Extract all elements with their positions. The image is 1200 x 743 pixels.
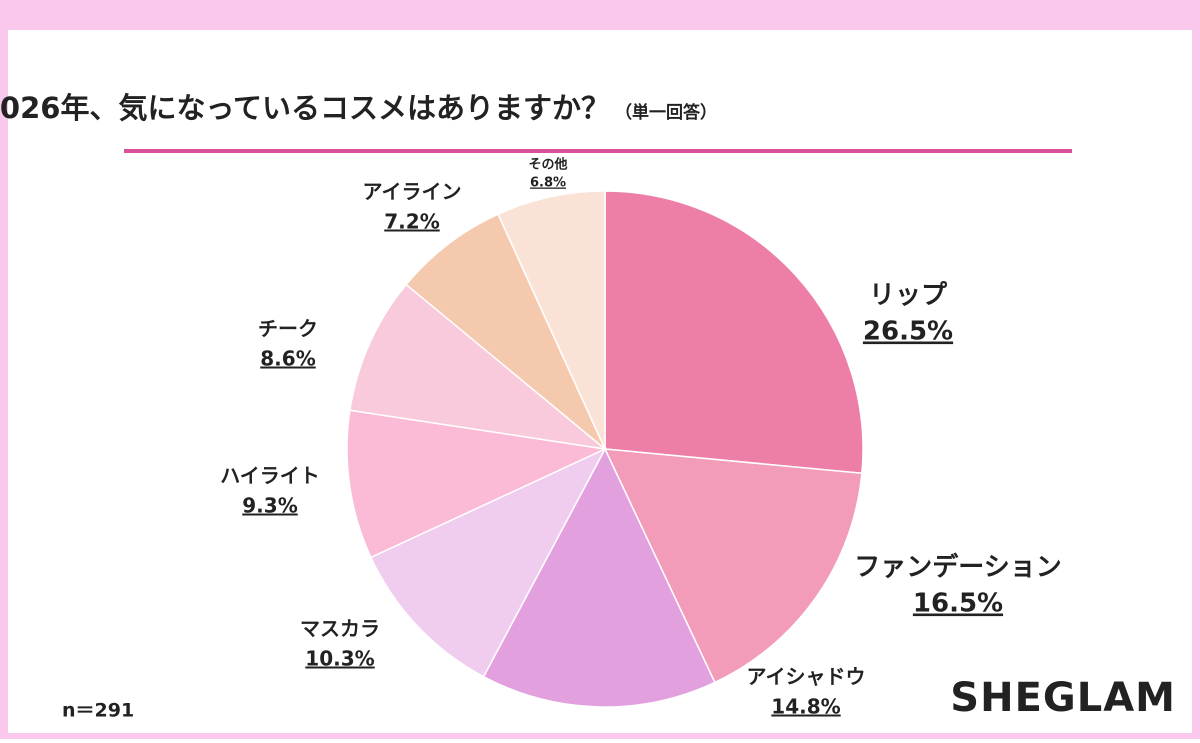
- pie-slice: [482, 447, 716, 708]
- chart-subtitle: （単一回答）: [615, 102, 717, 123]
- pie-slice: [497, 190, 606, 450]
- value-label: 14.8%: [771, 695, 840, 719]
- value-label: 16.5%: [913, 589, 1003, 619]
- slice-label: ハイライト: [220, 464, 320, 488]
- pie-slice: [346, 409, 608, 559]
- pie: [346, 190, 864, 708]
- value-label: 8.6%: [260, 347, 315, 371]
- sample-note: n＝291: [62, 700, 134, 722]
- chart-title: 2026年、気になっているコスメはありますか？: [0, 91, 610, 125]
- value-label: 10.3%: [305, 647, 374, 671]
- value-label: 6.8%: [530, 176, 566, 191]
- pie-slice: [349, 283, 608, 451]
- slice-label: マスカラ: [300, 617, 380, 641]
- labels: リップ 26.5% ファンデーション 16.5% アイシャドウ 14.8% マスカラ 10.3…: [220, 157, 1062, 719]
- slice-label: リップ: [869, 281, 948, 311]
- pie-slice: [604, 190, 864, 475]
- value-label: 7.2%: [384, 210, 439, 234]
- value-label: 9.3%: [242, 494, 297, 518]
- pie-slice: [369, 447, 607, 678]
- value-label: 26.5%: [863, 317, 953, 347]
- slice-label: アイライン: [363, 180, 462, 204]
- slice-label: その他: [528, 157, 567, 173]
- slice-label: アイシャドウ: [747, 665, 866, 689]
- brand-logo: SHEGLAM: [950, 675, 1176, 721]
- pie-slice: [603, 448, 863, 684]
- pie-slice: [405, 213, 606, 450]
- slice-label: ファンデーション: [854, 552, 1061, 583]
- slice-label: チーク: [258, 317, 318, 341]
